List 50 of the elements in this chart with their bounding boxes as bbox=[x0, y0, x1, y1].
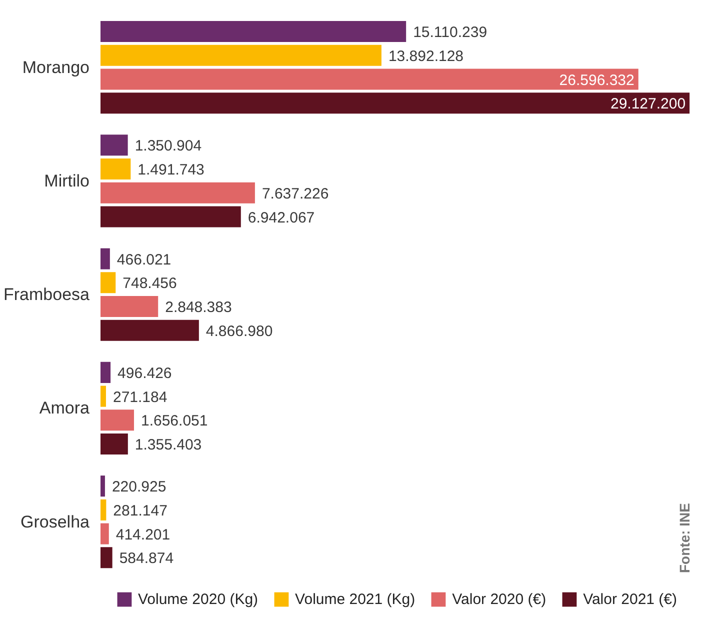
data-label: 271.184 bbox=[112, 388, 168, 406]
data-label: 4.866.980 bbox=[206, 322, 273, 340]
bar bbox=[100, 134, 128, 156]
bar bbox=[100, 272, 116, 294]
y-tick-label: Morango bbox=[22, 58, 90, 77]
bar bbox=[100, 182, 255, 204]
bar bbox=[100, 44, 382, 66]
bar bbox=[100, 68, 638, 90]
bar bbox=[100, 248, 110, 270]
data-label: 1.355.403 bbox=[134, 436, 202, 454]
bar bbox=[100, 499, 106, 520]
bar bbox=[100, 296, 158, 318]
legend-label: Volume 2020 (Kg) bbox=[138, 590, 258, 608]
data-label: 466.021 bbox=[116, 251, 172, 268]
data-label: 281.147 bbox=[113, 502, 168, 520]
data-label: 2.848.383 bbox=[165, 299, 232, 316]
bar bbox=[100, 206, 241, 228]
legend-label: Valor 2021 (€) bbox=[583, 590, 678, 608]
bar bbox=[100, 476, 105, 497]
legend-label: Volume 2021 (Kg) bbox=[295, 590, 416, 608]
annotation: Fonte: INE bbox=[676, 503, 692, 573]
bar bbox=[100, 21, 406, 42]
data-label: 15.110.239 bbox=[413, 24, 488, 42]
bar bbox=[100, 92, 690, 114]
bar bbox=[100, 158, 131, 180]
data-label: 13.892.128 bbox=[388, 48, 464, 65]
data-label: 7.637.226 bbox=[262, 185, 329, 202]
y-tick-label: Framboesa bbox=[4, 285, 90, 304]
data-label: 6.942.067 bbox=[248, 209, 315, 226]
y-tick-label: Amora bbox=[39, 398, 90, 418]
data-label: 496.426 bbox=[118, 364, 172, 382]
data-label: 414.201 bbox=[116, 526, 170, 544]
bar bbox=[100, 523, 109, 544]
bar bbox=[100, 362, 111, 383]
data-label: 26.596.332 bbox=[559, 72, 634, 89]
data-label: 1.350.904 bbox=[134, 138, 202, 155]
legend-label: Valor 2020 (€) bbox=[452, 590, 546, 608]
y-tick-label: Groselha bbox=[20, 512, 90, 532]
data-label: 748.456 bbox=[122, 275, 177, 292]
bar bbox=[100, 547, 112, 568]
bar bbox=[100, 434, 128, 455]
data-label: 584.874 bbox=[119, 550, 174, 568]
bar bbox=[100, 386, 106, 407]
data-label: 29.127.200 bbox=[610, 96, 686, 113]
bar bbox=[100, 320, 199, 341]
bar bbox=[100, 410, 134, 431]
y-tick-label: Mirtilo bbox=[44, 171, 90, 190]
data-label: 1.656.051 bbox=[140, 412, 208, 430]
data-label: 1.491.743 bbox=[138, 162, 204, 179]
data-label: 220.925 bbox=[112, 478, 166, 496]
